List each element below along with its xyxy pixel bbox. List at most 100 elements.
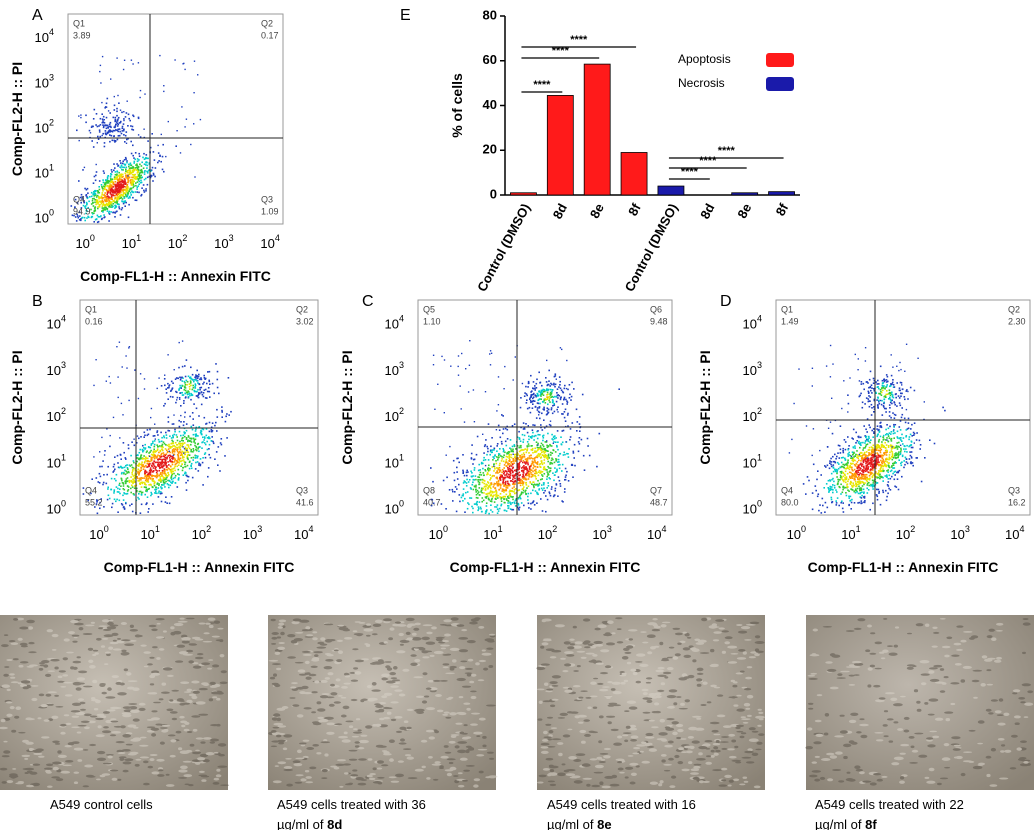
event-dot bbox=[202, 436, 204, 439]
event-dot bbox=[185, 118, 188, 120]
event-dot bbox=[182, 474, 185, 476]
event-dot bbox=[124, 186, 127, 188]
event-dot bbox=[842, 451, 845, 454]
event-dot bbox=[478, 476, 481, 479]
event-dot bbox=[168, 443, 170, 446]
event-dot bbox=[532, 431, 534, 434]
event-dot bbox=[462, 494, 464, 497]
event-dot bbox=[123, 195, 125, 198]
event-dot bbox=[886, 424, 888, 426]
tick-base: 10 bbox=[35, 30, 49, 45]
event-dot bbox=[150, 174, 152, 177]
event-dot bbox=[540, 424, 542, 426]
event-dot bbox=[167, 387, 169, 389]
event-dot bbox=[543, 466, 545, 469]
event-dot bbox=[544, 468, 546, 470]
event-dot bbox=[127, 489, 130, 491]
event-dot bbox=[505, 444, 508, 447]
event-dot bbox=[163, 456, 166, 458]
event-dot bbox=[548, 396, 550, 398]
event-dot bbox=[184, 375, 187, 378]
event-dot bbox=[118, 128, 121, 130]
event-dot bbox=[892, 445, 895, 448]
event-dot bbox=[452, 459, 455, 462]
event-dot bbox=[525, 402, 528, 404]
event-dot bbox=[493, 457, 495, 459]
event-dot bbox=[106, 202, 108, 205]
event-dot bbox=[116, 114, 118, 117]
x-tick-label: 103 bbox=[243, 524, 262, 542]
event-dot bbox=[210, 426, 213, 429]
event-dot bbox=[120, 183, 122, 185]
event-dot bbox=[86, 197, 89, 200]
event-dot bbox=[215, 451, 218, 453]
event-dot bbox=[138, 177, 141, 180]
event-dot bbox=[550, 459, 553, 462]
event-dot bbox=[130, 164, 133, 167]
event-dot bbox=[834, 453, 836, 456]
event-dot bbox=[154, 438, 156, 440]
y-tick-label: 101 bbox=[47, 452, 66, 470]
event-dot bbox=[556, 430, 559, 432]
event-dot bbox=[526, 460, 529, 462]
event-dot bbox=[80, 207, 83, 209]
event-dot bbox=[498, 483, 501, 485]
event-dot bbox=[498, 467, 501, 469]
event-dot bbox=[148, 162, 151, 164]
event-dot bbox=[176, 399, 178, 401]
tick-exp: 1 bbox=[49, 163, 54, 173]
event-dot bbox=[117, 179, 119, 182]
event-dot bbox=[98, 482, 101, 484]
event-dot bbox=[884, 447, 887, 449]
event-dot bbox=[124, 473, 127, 476]
event-dot bbox=[145, 490, 147, 492]
event-dot bbox=[506, 475, 509, 478]
event-dot bbox=[493, 501, 496, 503]
event-dot bbox=[143, 455, 145, 457]
tick-exp: 2 bbox=[399, 406, 404, 416]
event-dot bbox=[97, 206, 99, 208]
event-dot bbox=[531, 449, 533, 451]
event-dot bbox=[522, 482, 525, 485]
event-dot bbox=[162, 482, 165, 484]
event-dot bbox=[538, 469, 541, 472]
event-dot bbox=[99, 465, 101, 468]
event-dot bbox=[105, 181, 108, 183]
event-dot bbox=[187, 453, 190, 456]
event-dot bbox=[120, 194, 123, 196]
event-dot bbox=[189, 415, 191, 418]
event-dot bbox=[517, 472, 519, 475]
event-dot bbox=[137, 472, 139, 474]
event-dot bbox=[522, 422, 525, 424]
event-dot bbox=[135, 164, 137, 166]
event-dot bbox=[188, 392, 191, 395]
event-dot bbox=[107, 465, 109, 468]
event-dot bbox=[119, 454, 122, 456]
event-dot bbox=[204, 437, 206, 439]
event-dot bbox=[504, 495, 507, 498]
event-dot bbox=[838, 445, 841, 447]
event-dot bbox=[522, 491, 524, 494]
event-dot bbox=[550, 382, 552, 385]
event-dot bbox=[158, 469, 161, 472]
event-dot bbox=[561, 470, 563, 472]
event-dot bbox=[95, 359, 97, 361]
event-dot bbox=[208, 390, 211, 393]
event-dot bbox=[898, 459, 900, 461]
event-dot bbox=[850, 488, 852, 490]
event-dot bbox=[485, 502, 488, 504]
event-dot bbox=[877, 453, 879, 456]
event-dot bbox=[528, 457, 531, 459]
event-dot bbox=[150, 443, 153, 445]
event-dot bbox=[484, 488, 487, 490]
event-dot bbox=[112, 202, 114, 205]
event-dot bbox=[102, 202, 105, 205]
event-dot bbox=[508, 473, 510, 476]
event-dot bbox=[179, 440, 181, 443]
event-dot bbox=[877, 488, 880, 491]
event-dot bbox=[539, 434, 541, 436]
event-dot bbox=[879, 435, 882, 438]
event-dot bbox=[906, 428, 909, 430]
event-dot bbox=[538, 411, 541, 414]
event-dot bbox=[144, 170, 146, 172]
